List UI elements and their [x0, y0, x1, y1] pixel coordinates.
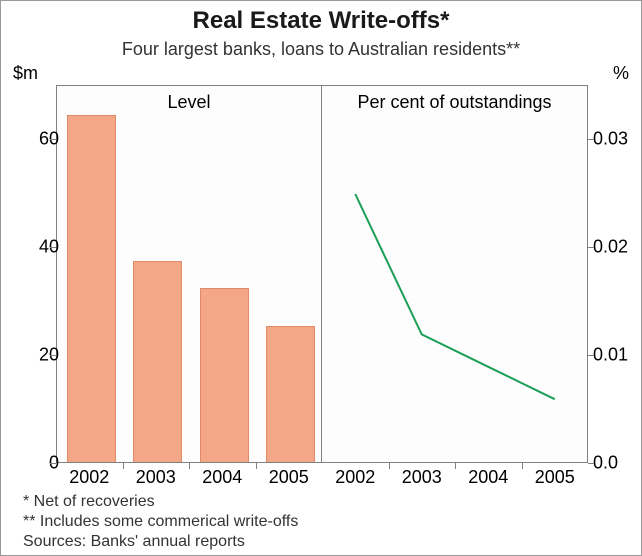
chart-title: Real Estate Write-offs*: [1, 7, 641, 35]
panel-left-title: Level: [57, 92, 321, 113]
xtick-label: 2002: [69, 467, 109, 488]
xtick-mark: [455, 463, 456, 469]
y-axis-unit-left: $m: [13, 63, 38, 84]
bar: [67, 115, 116, 462]
ytick-mark: [588, 355, 594, 356]
xtick-mark: [389, 463, 390, 469]
ytick-mark: [588, 247, 594, 248]
xtick-label: 2004: [202, 467, 242, 488]
footnote: * Net of recoveries: [23, 493, 155, 511]
xtick-mark: [256, 463, 257, 469]
xtick-mark: [189, 463, 190, 469]
panel-level: Level: [57, 86, 322, 462]
ytick-mark: [50, 139, 56, 140]
xtick-label: 2005: [269, 467, 309, 488]
chart-subtitle: Four largest banks, loans to Australian …: [1, 39, 641, 60]
ytick-mark: [50, 247, 56, 248]
ytick-right-label: 0.0: [593, 453, 642, 474]
bar: [266, 326, 315, 462]
ytick-right-label: 0.02: [593, 237, 642, 258]
xtick-mark: [123, 463, 124, 469]
xtick-label: 2005: [535, 467, 575, 488]
footnote: Sources: Banks' annual reports: [23, 533, 245, 551]
ytick-mark: [50, 355, 56, 356]
line-series-svg: [322, 86, 587, 462]
bar: [133, 261, 182, 462]
plot-area: Level Per cent of outstandings: [56, 85, 588, 463]
xtick-mark: [522, 463, 523, 469]
ytick-mark: [50, 463, 56, 464]
panel-percent: Per cent of outstandings: [322, 86, 587, 462]
xtick-label: 2003: [402, 467, 442, 488]
y-axis-unit-right: %: [613, 63, 629, 84]
line-series: [355, 194, 555, 399]
ytick-right-label: 0.01: [593, 345, 642, 366]
ytick-mark: [588, 463, 594, 464]
xtick-label: 2002: [335, 467, 375, 488]
xtick-label: 2004: [468, 467, 508, 488]
xtick-label: 2003: [136, 467, 176, 488]
bar: [200, 288, 249, 462]
footnote: ** Includes some commerical write-offs: [23, 513, 298, 531]
ytick-right-label: 0.03: [593, 129, 642, 150]
ytick-mark: [588, 139, 594, 140]
chart-container: Real Estate Write-offs* Four largest ban…: [0, 0, 642, 556]
